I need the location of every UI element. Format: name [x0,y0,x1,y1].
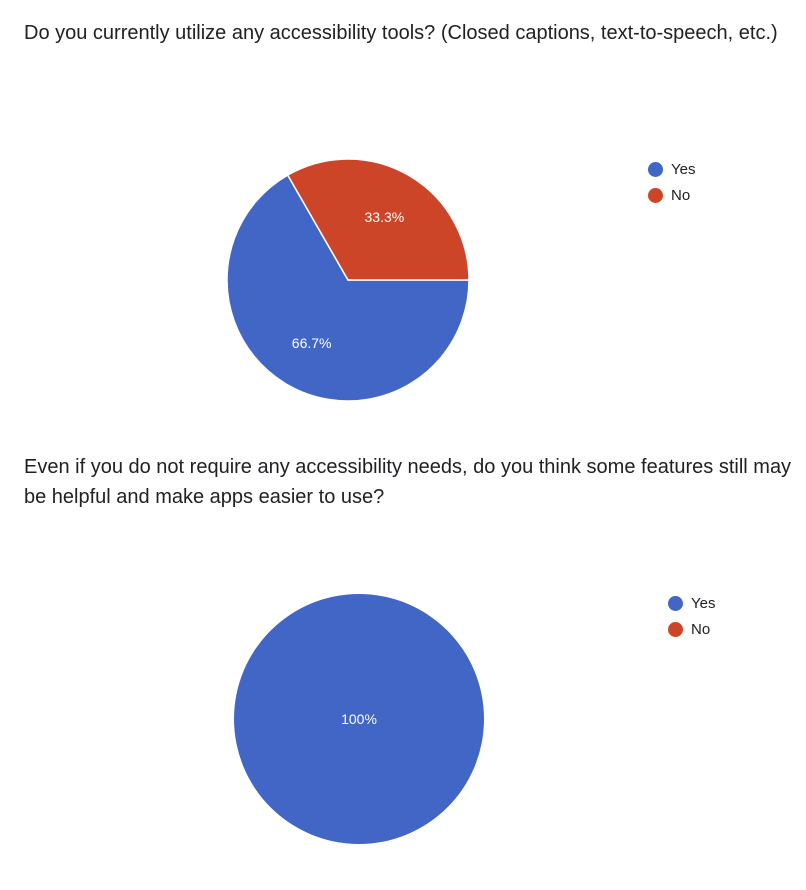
legend-item-yes: Yes [648,156,695,182]
legend-label-yes: Yes [691,594,716,612]
pie-slice-no [286,158,470,281]
legend-swatch-no [648,187,663,203]
legend-item-no: No [648,182,695,208]
pie-chart-2: 100% [234,594,484,844]
question-2-title: Even if you do not require any accessibi… [24,456,792,508]
pie-slice-yes [226,174,470,402]
legend-item-no: No [668,616,715,642]
legend-label-no: No [671,186,691,204]
legend-label-yes: Yes [671,160,696,178]
question-1-title: Do you currently utilize any accessibili… [24,22,778,44]
legend-label-no: No [691,620,711,638]
legend-swatch-yes [668,595,683,611]
legend-item-yes: Yes [668,590,715,616]
slice-label-yes: 100% [341,711,377,727]
legend-swatch-no [668,621,683,637]
slice-label-no: 33.3% [365,209,405,225]
legend-1: Yes No [648,156,695,208]
legend-swatch-yes [648,161,663,177]
legend-2: Yes No [668,590,715,642]
pie-chart-1: 66.7% 33.3% [226,158,470,402]
slice-label-yes: 66.7% [292,335,332,351]
pie-slice-yes [234,594,484,844]
